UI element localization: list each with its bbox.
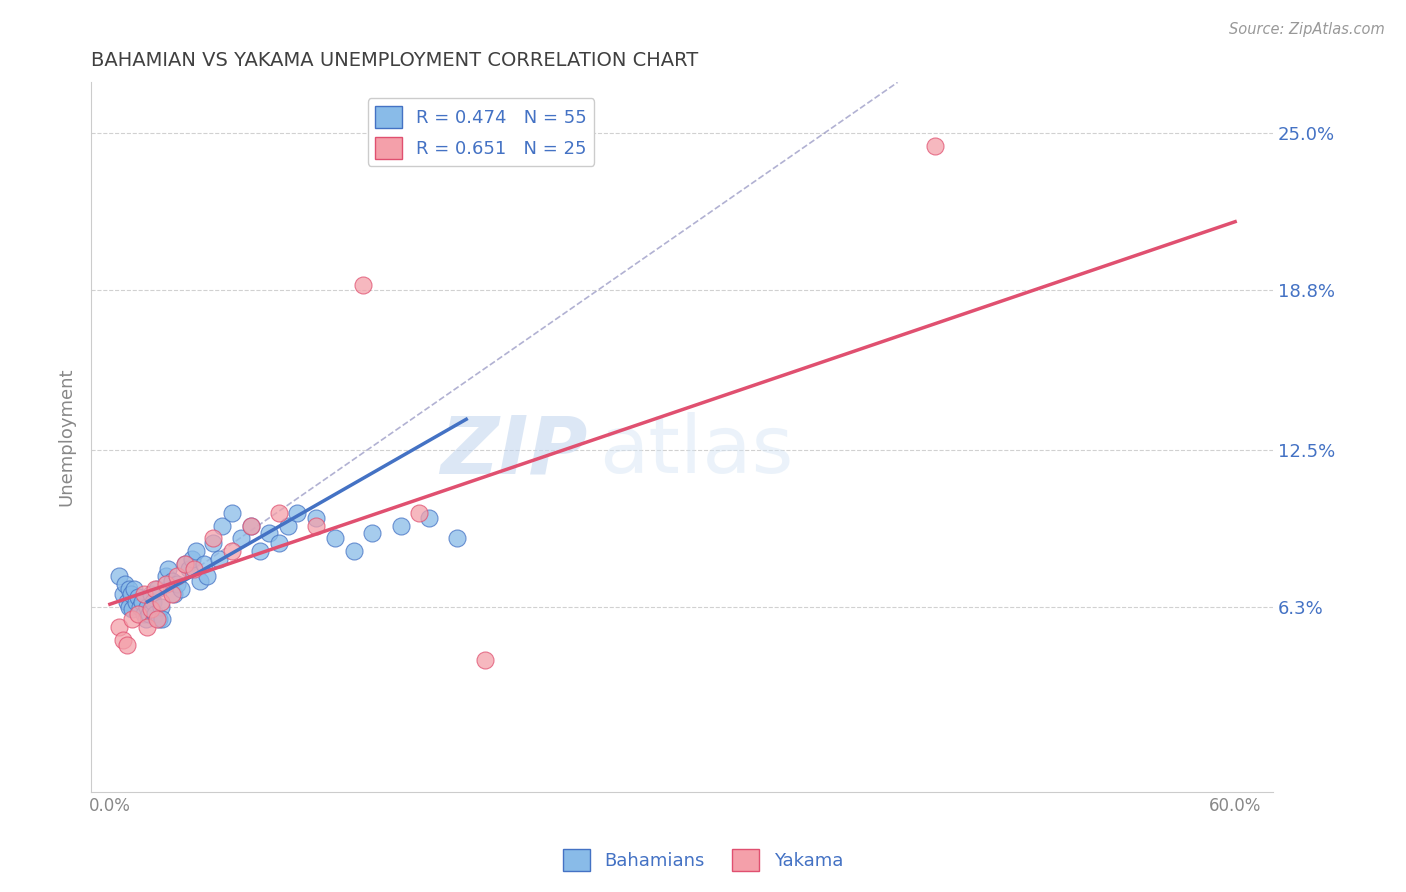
Point bbox=[277, 518, 299, 533]
Point bbox=[221, 506, 243, 520]
Text: atlas: atlas bbox=[599, 412, 793, 491]
Point bbox=[305, 511, 328, 525]
Point bbox=[143, 607, 166, 622]
Point bbox=[131, 595, 153, 609]
Point bbox=[155, 577, 177, 591]
Point bbox=[160, 574, 183, 589]
Point bbox=[166, 577, 188, 591]
Point bbox=[305, 518, 328, 533]
Point bbox=[181, 551, 204, 566]
Point bbox=[389, 518, 412, 533]
Point bbox=[418, 511, 440, 525]
Point bbox=[343, 544, 366, 558]
Point bbox=[188, 574, 211, 589]
Point bbox=[149, 595, 172, 609]
Text: ZIP: ZIP bbox=[440, 412, 588, 491]
Point bbox=[259, 526, 281, 541]
Point bbox=[924, 138, 946, 153]
Point bbox=[132, 587, 155, 601]
Y-axis label: Unemployment: Unemployment bbox=[58, 368, 75, 507]
Point bbox=[186, 544, 208, 558]
Point bbox=[141, 587, 163, 601]
Point bbox=[115, 638, 138, 652]
Point bbox=[127, 607, 149, 622]
Point bbox=[138, 607, 160, 622]
Point bbox=[163, 587, 186, 601]
Point bbox=[231, 532, 253, 546]
Point bbox=[141, 602, 163, 616]
Point bbox=[129, 599, 152, 614]
Point bbox=[352, 278, 374, 293]
Point bbox=[108, 620, 131, 634]
Point bbox=[208, 551, 231, 566]
Point bbox=[146, 582, 169, 596]
Point bbox=[267, 536, 290, 550]
Point bbox=[118, 582, 141, 596]
Point bbox=[120, 587, 142, 601]
Point bbox=[112, 632, 135, 647]
Point bbox=[193, 557, 215, 571]
Point bbox=[118, 599, 141, 614]
Point bbox=[249, 544, 271, 558]
Point bbox=[267, 506, 290, 520]
Point bbox=[125, 595, 148, 609]
Point bbox=[148, 612, 170, 626]
Legend: R = 0.474   N = 55, R = 0.651   N = 25: R = 0.474 N = 55, R = 0.651 N = 25 bbox=[368, 98, 595, 166]
Legend: Bahamians, Yakama: Bahamians, Yakama bbox=[555, 842, 851, 879]
Point bbox=[323, 532, 346, 546]
Point bbox=[408, 506, 430, 520]
Point bbox=[142, 595, 165, 609]
Point bbox=[177, 562, 200, 576]
Text: Source: ZipAtlas.com: Source: ZipAtlas.com bbox=[1229, 22, 1385, 37]
Point bbox=[474, 653, 496, 667]
Point bbox=[221, 544, 243, 558]
Point bbox=[135, 612, 157, 626]
Point bbox=[361, 526, 384, 541]
Point bbox=[202, 536, 225, 550]
Point bbox=[174, 557, 197, 571]
Point bbox=[446, 532, 468, 546]
Point bbox=[132, 607, 155, 622]
Point bbox=[115, 595, 138, 609]
Point bbox=[211, 518, 233, 533]
Point bbox=[121, 602, 143, 616]
Point bbox=[174, 557, 197, 571]
Point bbox=[155, 569, 177, 583]
Point bbox=[146, 612, 169, 626]
Point bbox=[157, 562, 180, 576]
Point bbox=[127, 590, 149, 604]
Point bbox=[152, 612, 174, 626]
Point bbox=[112, 587, 135, 601]
Point bbox=[183, 562, 205, 576]
Point bbox=[170, 582, 193, 596]
Point bbox=[239, 518, 262, 533]
Point bbox=[136, 620, 159, 634]
Point bbox=[149, 599, 172, 614]
Point bbox=[121, 612, 143, 626]
Text: BAHAMIAN VS YAKAMA UNEMPLOYMENT CORRELATION CHART: BAHAMIAN VS YAKAMA UNEMPLOYMENT CORRELAT… bbox=[91, 51, 699, 70]
Point bbox=[108, 569, 131, 583]
Point bbox=[287, 506, 309, 520]
Point bbox=[239, 518, 262, 533]
Point bbox=[136, 599, 159, 614]
Point bbox=[114, 577, 136, 591]
Point bbox=[124, 582, 146, 596]
Point bbox=[166, 569, 188, 583]
Point bbox=[202, 532, 225, 546]
Point bbox=[160, 587, 183, 601]
Point bbox=[143, 582, 166, 596]
Point bbox=[197, 569, 219, 583]
